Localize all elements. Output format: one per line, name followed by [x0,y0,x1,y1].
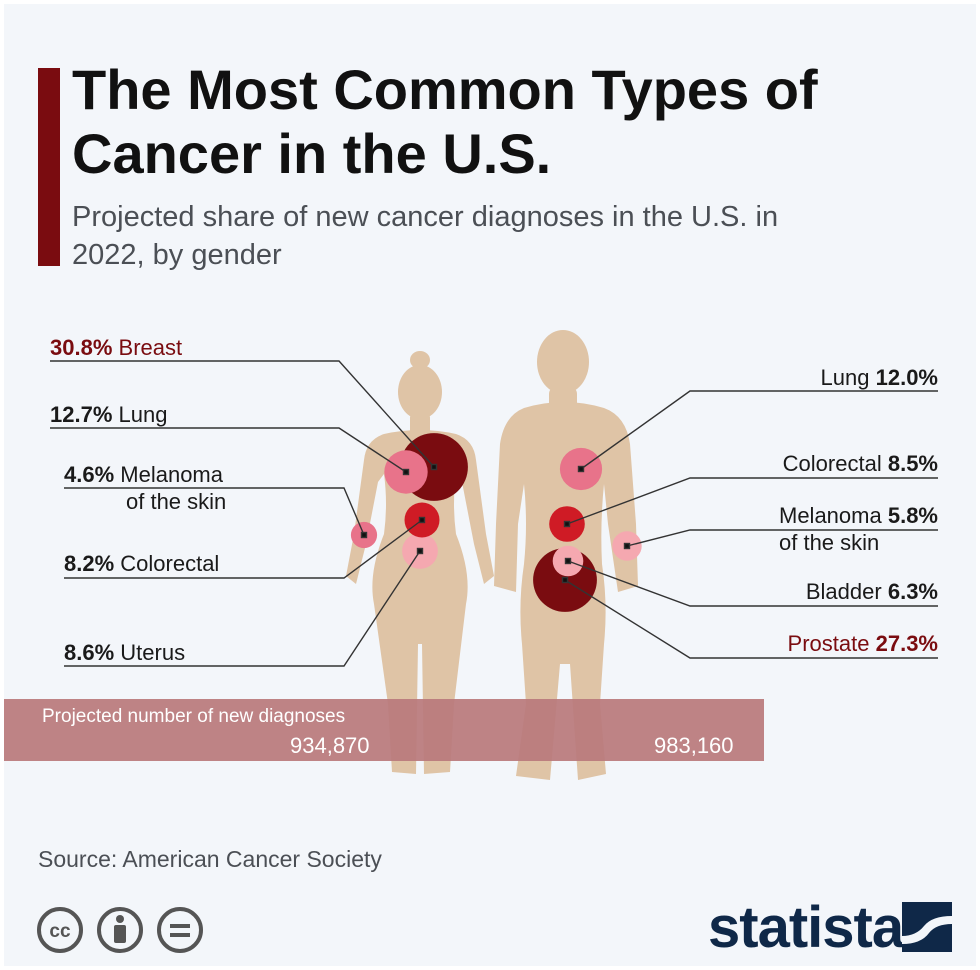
leader-women-uterus [64,550,421,667]
label-value: 30.8% [50,335,113,360]
leader-dot-men-lung [577,465,585,473]
diagnoses-women: 934,870 [290,733,370,758]
license-icons: cc [37,907,203,953]
label-men-prostate: Prostate 27.3% [788,630,938,657]
diagnoses-caption: Projected number of new diagnoses [42,706,346,727]
label-women-colorectal: 8.2% Colorectal [64,550,219,577]
label-value: 8.5% [887,451,938,476]
cc-icon[interactable]: cc [37,907,83,953]
label-name-line2: of the skin [779,530,880,555]
label-value: 8.2% [64,551,115,576]
title-accent-bar [38,68,60,266]
leader-dot-women-breast [430,463,438,471]
leader-dot-men-melanoma [623,542,631,550]
svg-text:cc: cc [49,921,71,942]
leader-men-colorectal [566,477,938,525]
new-diagnoses-band [4,699,764,761]
leader-lines [50,360,938,667]
leader-women-lung [50,427,407,473]
label-name: Lung [820,365,870,390]
label-name: Colorectal [782,451,882,476]
label-value: 4.6% [64,462,115,487]
leader-dot-women-lung [402,468,410,476]
leader-men-prostate [564,579,938,659]
leader-men-bladder [567,560,938,607]
label-value: 27.3% [875,631,938,656]
label-name: Melanoma [120,462,223,487]
leader-dot-men-bladder [564,557,572,565]
label-women-melanoma: 4.6% Melanoma of the skin [64,461,226,515]
leader-men-melanoma [626,529,938,547]
leader-dot-men-colorectal [563,520,571,528]
label-name: Prostate [787,631,870,656]
label-women-uterus: 8.6% Uterus [64,639,185,666]
label-value: 12.7% [50,402,113,427]
leader-women-melanoma [64,487,365,536]
no-derivatives-icon[interactable] [157,907,203,953]
statista-logo-text: statista [708,895,904,960]
label-name: Colorectal [120,551,220,576]
leader-dot-men-prostate [561,576,569,584]
woman-silhouette [346,351,494,774]
leader-women-colorectal [64,519,423,579]
label-value: 12.0% [875,365,938,390]
label-men-bladder: Bladder 6.3% [806,578,938,605]
label-value: 6.3% [887,579,938,604]
label-name: Bladder [805,579,882,604]
label-name: Breast [118,335,183,360]
chart-title: The Most Common Types of Cancer in the U… [72,58,818,185]
label-women-lung: 12.7% Lung [50,401,167,428]
attribution-icon[interactable] [97,907,143,953]
label-name-line2: of the skin [126,489,227,514]
chart-subtitle: Projected share of new cancer diagnoses … [72,201,779,271]
leader-dot-women-colorectal [418,516,426,524]
label-value: 8.6% [64,640,115,665]
leader-women-breast [50,360,435,468]
leader-dot-women-melanoma [360,531,368,539]
leader-dot-women-uterus [416,547,424,555]
infographic-card: The Most Common Types of Cancer in the U… [4,4,976,966]
label-name: Uterus [120,640,186,665]
label-men-colorectal: Colorectal 8.5% [783,450,938,477]
diagnoses-men: 983,160 [654,733,734,758]
label-women-breast: 30.8% Breast [50,334,182,361]
label-name: Melanoma [779,503,882,528]
leader-men-lung [580,390,938,470]
label-men-melanoma: Melanoma 5.8% of the skin [779,502,938,556]
label-name: Lung [118,402,168,427]
label-value: 5.8% [887,503,938,528]
figure-graphic [4,330,938,780]
source-note: Source: American Cancer Society [38,846,382,872]
statista-logo-icon [902,902,952,952]
label-men-lung: Lung 12.0% [821,364,938,391]
